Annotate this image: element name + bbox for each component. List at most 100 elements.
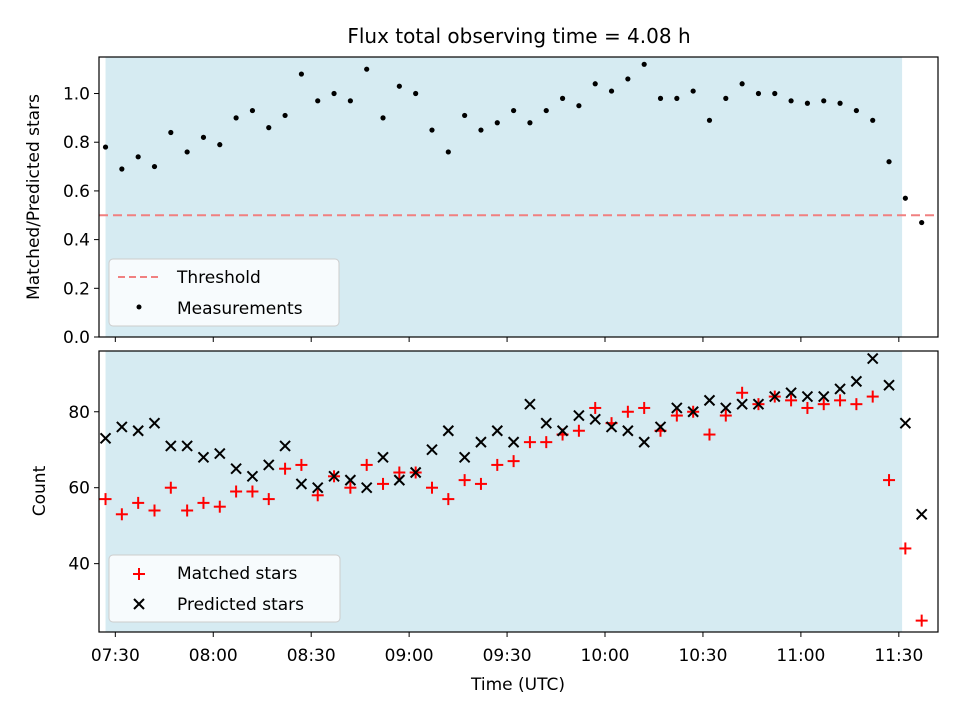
predicted-star-point <box>785 387 797 399</box>
predicted-star-point <box>703 394 716 407</box>
measurement-point <box>625 76 631 82</box>
predicted-star-point <box>850 375 863 388</box>
legend-matched-label: Matched stars <box>177 564 297 584</box>
predicted-star-point <box>409 466 422 479</box>
matched-star-point <box>425 481 438 494</box>
x-tick-label: 11:00 <box>776 646 825 666</box>
matched-star-point <box>295 458 308 471</box>
legend-predicted-swatch <box>133 598 145 610</box>
measurement-point <box>821 98 827 104</box>
top-axes-frame <box>98 56 939 338</box>
predicted-star-point <box>589 413 601 426</box>
predicted-star-point <box>230 463 242 475</box>
predicted-star-point <box>915 508 928 520</box>
measurement-point <box>641 61 647 67</box>
matched-star-point <box>474 477 487 490</box>
measurement-point <box>674 95 680 101</box>
measurement-point <box>657 95 664 101</box>
measurement-point <box>772 90 778 97</box>
measurement-point <box>788 98 794 104</box>
predicted-star-point <box>867 352 879 365</box>
matched-star-point <box>850 398 863 411</box>
predicted-star-point <box>638 436 650 448</box>
legend-threshold-label: Threshold <box>176 268 261 288</box>
bottom-panel: 40 60 80 07:30 08:00 08:30 09:00 09:30 10:00 10:… <box>30 350 939 695</box>
predicted-star-point <box>165 440 177 452</box>
matched-star-point <box>621 405 634 418</box>
measurement-point <box>249 107 256 114</box>
matched-star-point <box>703 428 716 441</box>
measurement-point <box>592 81 598 87</box>
matched-star-point <box>915 614 928 627</box>
measurement-point <box>151 163 158 170</box>
measurement-point <box>853 107 859 114</box>
legend-predicted-label: Predicted stars <box>177 595 304 615</box>
measurement-point <box>837 100 843 106</box>
y-tick-label: 0.6 <box>63 182 90 202</box>
measurement-point <box>282 112 288 119</box>
predicted-star-point <box>801 390 814 403</box>
predicted-star-point <box>524 398 536 410</box>
predicted-star-point <box>752 398 765 410</box>
y-tick-label: 0.0 <box>63 328 90 348</box>
predicted-star-point <box>475 436 487 448</box>
matched-star-point <box>344 481 357 494</box>
y-tick-label: 80 <box>68 403 90 423</box>
measurement-point <box>462 112 468 119</box>
predicted-star-point <box>132 425 144 437</box>
predicted-star-point <box>834 383 846 395</box>
matched-star-point <box>132 496 145 509</box>
predicted-star-point <box>720 402 732 414</box>
measurement-point <box>200 134 207 140</box>
y-tick-label: 0.8 <box>63 133 90 153</box>
predicted-star-point <box>491 425 503 437</box>
x-tick-label: 08:30 <box>287 646 336 666</box>
predicted-star-point <box>328 470 340 483</box>
predicted-star-point <box>295 478 308 490</box>
measurement-point <box>494 120 500 126</box>
legend-measurements-swatch <box>136 304 142 310</box>
measurement-point <box>739 81 745 87</box>
matched-star-point <box>899 542 912 555</box>
predicted-star-point <box>377 451 389 464</box>
top-y-axis-label: Matched/Predicted stars <box>24 94 44 300</box>
predicted-star-point <box>507 436 520 448</box>
matched-star-point <box>736 386 749 399</box>
measurement-point <box>184 149 190 155</box>
x-tick-label: 09:00 <box>385 646 434 666</box>
predicted-star-point <box>148 417 161 429</box>
measurement-point <box>755 90 762 97</box>
matched-star-point <box>115 508 128 521</box>
measurement-point <box>298 71 305 77</box>
predicted-star-point <box>312 481 324 494</box>
measurement-point <box>902 195 908 201</box>
predicted-star-point <box>883 379 895 391</box>
matched-star-point <box>148 504 161 517</box>
measurement-point <box>527 120 533 126</box>
measurement-point <box>396 83 402 89</box>
x-axis-label: Time (UTC) <box>470 675 565 695</box>
matched-star-point <box>360 458 373 471</box>
x-tick-label: 07:30 <box>91 646 140 666</box>
measurement-point <box>445 149 451 155</box>
predicted-star-point <box>181 440 193 452</box>
matched-star-point <box>785 394 798 407</box>
matched-star-point <box>638 401 651 414</box>
predicted-star-point <box>687 406 699 418</box>
matched-star-point <box>670 409 683 422</box>
matched-star-point <box>801 401 814 414</box>
measurement-point <box>706 117 713 123</box>
matched-star-point <box>834 394 847 407</box>
matched-star-point <box>589 401 602 414</box>
matched-star-point <box>230 485 243 498</box>
matched-star-point <box>99 493 112 506</box>
predicted-star-point <box>442 425 455 437</box>
measurement-point <box>168 129 174 136</box>
measurement-point <box>315 98 321 104</box>
predicted-star-point <box>116 421 128 433</box>
measurement-point <box>723 95 729 101</box>
matched-star-point <box>866 390 879 403</box>
predicted-star-point <box>246 470 259 483</box>
measurement-point <box>690 88 696 94</box>
matched-star-point <box>393 466 406 479</box>
